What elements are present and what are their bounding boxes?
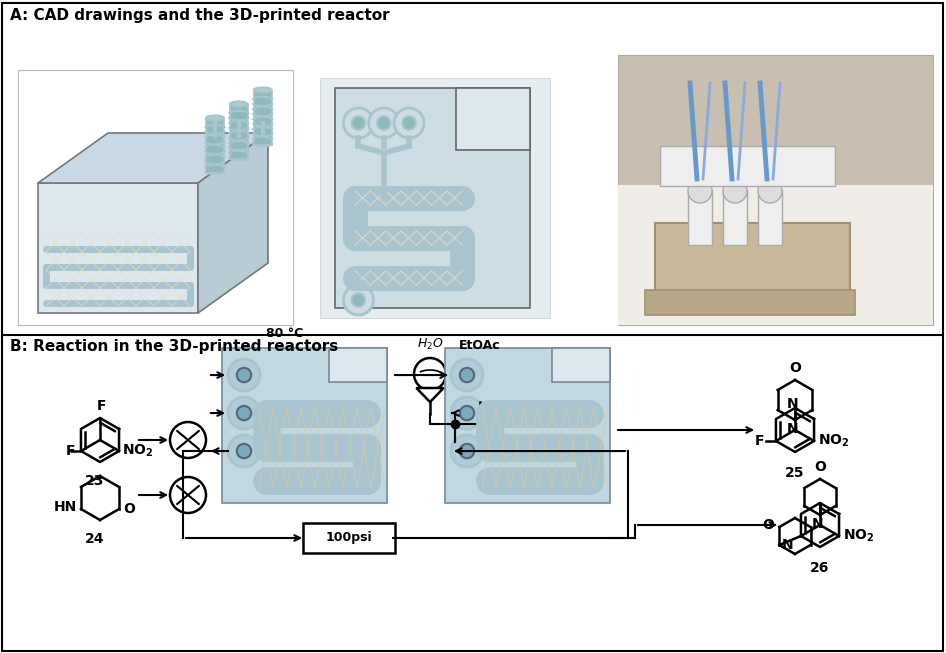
Circle shape	[170, 477, 206, 513]
Circle shape	[236, 368, 252, 382]
Bar	[335, 88, 530, 308]
Circle shape	[402, 116, 416, 130]
Text: 26: 26	[811, 561, 830, 575]
Circle shape	[228, 359, 260, 391]
Bar	[329, 348, 387, 382]
Circle shape	[460, 444, 474, 458]
Text: HN: HN	[54, 500, 77, 514]
Bar	[660, 146, 835, 186]
Text: $\mathbf{NO_2}$: $\mathbf{NO_2}$	[818, 433, 850, 449]
Text: 23: 23	[85, 474, 105, 488]
Circle shape	[352, 293, 365, 307]
Circle shape	[723, 179, 747, 203]
Text: EtOAc: EtOAc	[459, 339, 500, 352]
Text: $\mathbf{NO_2}$: $\mathbf{NO_2}$	[122, 443, 153, 459]
Circle shape	[451, 359, 483, 391]
Text: 25: 25	[785, 466, 805, 480]
FancyBboxPatch shape	[254, 90, 272, 145]
Circle shape	[236, 444, 252, 458]
Circle shape	[343, 285, 374, 315]
Bar	[456, 88, 530, 150]
Text: F: F	[755, 434, 764, 448]
FancyBboxPatch shape	[303, 523, 395, 553]
Text: B: Reaction in the 3D-printed reactors: B: Reaction in the 3D-printed reactors	[10, 339, 339, 354]
Polygon shape	[38, 133, 268, 183]
Circle shape	[394, 108, 424, 138]
Polygon shape	[416, 388, 444, 402]
Circle shape	[451, 397, 483, 429]
Bar	[618, 55, 933, 325]
Circle shape	[460, 406, 474, 421]
Ellipse shape	[254, 88, 272, 93]
Circle shape	[460, 368, 474, 382]
Circle shape	[369, 108, 399, 138]
Circle shape	[343, 108, 374, 138]
Text: N: N	[787, 422, 798, 436]
Text: 24: 24	[85, 532, 105, 546]
Bar	[618, 185, 933, 325]
Bar	[18, 70, 293, 325]
Polygon shape	[38, 183, 198, 313]
Circle shape	[228, 397, 260, 429]
Bar	[758, 190, 782, 245]
Text: A: CAD drawings and the 3D-printed reactor: A: CAD drawings and the 3D-printed react…	[10, 8, 390, 23]
Circle shape	[236, 406, 252, 421]
Text: N: N	[781, 538, 793, 552]
FancyBboxPatch shape	[230, 104, 248, 159]
Text: $H_2O$: $H_2O$	[416, 337, 444, 352]
Bar	[655, 223, 850, 308]
FancyBboxPatch shape	[206, 118, 224, 173]
Text: O: O	[762, 518, 775, 532]
Bar	[222, 348, 387, 503]
Bar	[723, 190, 747, 245]
Circle shape	[377, 116, 391, 130]
Text: 100psi: 100psi	[325, 532, 373, 545]
Text: N: N	[787, 397, 798, 411]
Text: O: O	[789, 361, 801, 375]
Polygon shape	[198, 133, 268, 313]
Text: F: F	[96, 399, 106, 413]
Text: O: O	[815, 460, 826, 474]
Circle shape	[451, 435, 483, 467]
Text: F: F	[65, 444, 75, 458]
Bar	[445, 348, 610, 503]
Bar	[688, 190, 712, 245]
Circle shape	[414, 358, 446, 390]
Bar	[320, 78, 550, 318]
Bar	[552, 348, 610, 382]
Circle shape	[758, 179, 782, 203]
Circle shape	[170, 422, 206, 458]
Ellipse shape	[206, 116, 224, 121]
Bar	[645, 290, 855, 315]
Circle shape	[352, 116, 365, 130]
Text: $\mathbf{NO_2}$: $\mathbf{NO_2}$	[843, 528, 874, 544]
Circle shape	[688, 179, 712, 203]
Text: 80 °C: 80 °C	[266, 327, 304, 340]
Text: N: N	[813, 517, 824, 531]
Circle shape	[228, 435, 260, 467]
Circle shape	[464, 358, 496, 390]
Ellipse shape	[230, 101, 248, 106]
Text: O: O	[123, 502, 135, 516]
Polygon shape	[466, 388, 494, 402]
